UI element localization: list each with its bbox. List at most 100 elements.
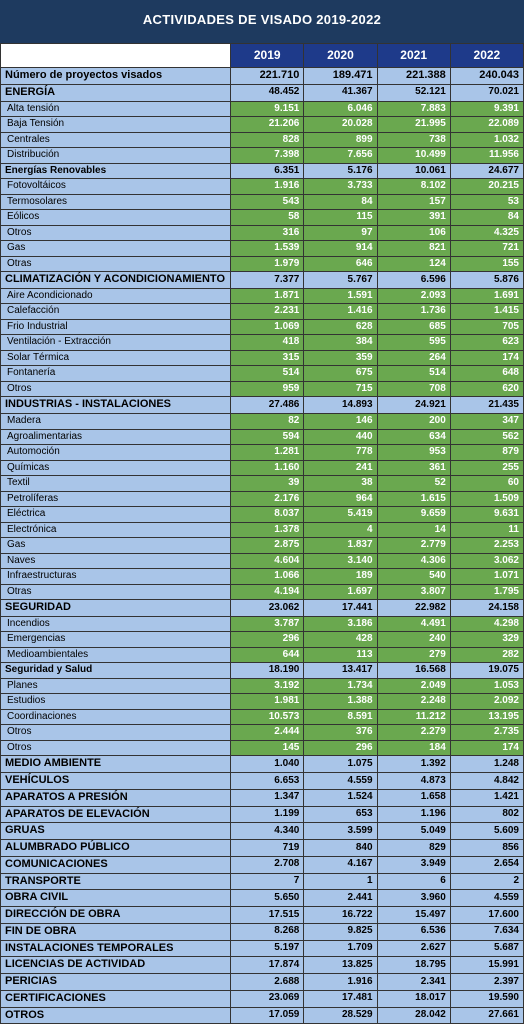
year-2022: 2022 xyxy=(450,44,523,68)
table-row: Incendios3.7873.1864.4914.298 xyxy=(1,616,524,632)
row-value: 953 xyxy=(377,445,450,461)
table-row: Eléctrica8.0375.4199.6599.631 xyxy=(1,507,524,523)
row-value: 7.398 xyxy=(231,148,304,164)
row-value: 840 xyxy=(304,840,377,857)
table-row: OTROS17.05928.52928.04227.661 xyxy=(1,1007,524,1024)
row-value: 440 xyxy=(304,429,377,445)
row-value: 347 xyxy=(450,414,523,430)
row-value: 778 xyxy=(304,445,377,461)
row-value: 146 xyxy=(304,414,377,430)
row-value: 3.140 xyxy=(304,553,377,569)
row-value: 2.875 xyxy=(231,538,304,554)
row-label: INDUSTRIAS - INSTALACIONES xyxy=(1,397,231,414)
row-value: 145 xyxy=(231,740,304,756)
row-value: 18.795 xyxy=(377,957,450,974)
table-row: SEGURIDAD23.06217.44122.98224.158 xyxy=(1,600,524,617)
row-value: 1.837 xyxy=(304,538,377,554)
table-row: Coordinaciones10.5738.59111.21213.195 xyxy=(1,709,524,725)
table-row: Automoción1.281778953879 xyxy=(1,445,524,461)
row-value: 628 xyxy=(304,319,377,335)
row-label: Naves xyxy=(1,553,231,569)
table-row: Distribución7.3987.65610.49911.956 xyxy=(1,148,524,164)
row-value: 1.160 xyxy=(231,460,304,476)
table-row: Petrolíferas2.1769641.6151.509 xyxy=(1,491,524,507)
row-value: 428 xyxy=(304,632,377,648)
row-label: Otros xyxy=(1,381,231,397)
row-label: FIN DE OBRA xyxy=(1,923,231,940)
row-label: Madera xyxy=(1,414,231,430)
row-value: 3.949 xyxy=(377,856,450,873)
row-value: 738 xyxy=(377,132,450,148)
table-row: Centrales8288997381.032 xyxy=(1,132,524,148)
table-row: CERTIFICACIONES23.06917.48118.01719.590 xyxy=(1,990,524,1007)
row-label: CERTIFICACIONES xyxy=(1,990,231,1007)
row-label: APARATOS A PRESIÓN xyxy=(1,789,231,806)
row-value: 58 xyxy=(231,210,304,226)
row-value: 17.059 xyxy=(231,1007,304,1024)
table-row: Electrónica1.37841411 xyxy=(1,522,524,538)
row-value: 8.102 xyxy=(377,179,450,195)
row-value: 644 xyxy=(231,647,304,663)
row-value: 21.435 xyxy=(450,397,523,414)
row-value: 21.206 xyxy=(231,117,304,133)
row-value: 2.735 xyxy=(450,725,523,741)
table-row: Fotovoltáicos1.9163.7338.10220.215 xyxy=(1,179,524,195)
row-label: Planes xyxy=(1,678,231,694)
row-value: 174 xyxy=(450,350,523,366)
table-row: Seguridad y Salud18.19013.41716.56819.07… xyxy=(1,663,524,679)
table-row: Gas2.8751.8372.7792.253 xyxy=(1,538,524,554)
row-value: 719 xyxy=(231,840,304,857)
row-value: 255 xyxy=(450,460,523,476)
row-value: 376 xyxy=(304,725,377,741)
row-value: 7.883 xyxy=(377,101,450,117)
row-value: 23.062 xyxy=(231,600,304,617)
row-label: Gas xyxy=(1,538,231,554)
table-row: LICENCIAS DE ACTIVIDAD17.87413.82518.795… xyxy=(1,957,524,974)
row-label: Seguridad y Salud xyxy=(1,663,231,679)
row-value: 5.609 xyxy=(450,823,523,840)
row-value: 17.600 xyxy=(450,907,523,924)
row-value: 3.062 xyxy=(450,553,523,569)
row-value: 1.734 xyxy=(304,678,377,694)
row-value: 2.397 xyxy=(450,974,523,991)
row-value: 828 xyxy=(231,132,304,148)
row-label: Otras xyxy=(1,584,231,600)
row-value: 2.441 xyxy=(304,890,377,907)
row-label: OBRA CIVIL xyxy=(1,890,231,907)
table-row: Alta tensión9.1516.0467.8839.391 xyxy=(1,101,524,117)
row-value: 13.195 xyxy=(450,709,523,725)
table-row: PERICIAS2.6881.9162.3412.397 xyxy=(1,974,524,991)
row-value: 821 xyxy=(377,241,450,257)
row-value: 4.559 xyxy=(304,773,377,790)
row-value: 70.021 xyxy=(450,84,523,101)
table-row: Termosolares5438415753 xyxy=(1,194,524,210)
row-value: 646 xyxy=(304,256,377,272)
row-value: 1.392 xyxy=(377,756,450,773)
row-value: 28.042 xyxy=(377,1007,450,1024)
table-row: INDUSTRIAS - INSTALACIONES27.48614.89324… xyxy=(1,397,524,414)
year-2021: 2021 xyxy=(377,44,450,68)
row-value: 540 xyxy=(377,569,450,585)
row-value: 1.032 xyxy=(450,132,523,148)
row-value: 7.377 xyxy=(231,272,304,289)
table-row: APARATOS A PRESIÓN1.3471.5241.6581.421 xyxy=(1,789,524,806)
row-value: 1.539 xyxy=(231,241,304,257)
row-value: 384 xyxy=(304,335,377,351)
row-value: 914 xyxy=(304,241,377,257)
row-value: 1.697 xyxy=(304,584,377,600)
row-value: 543 xyxy=(231,194,304,210)
row-value: 2.627 xyxy=(377,940,450,957)
row-label: Energías Renovables xyxy=(1,163,231,179)
row-value: 685 xyxy=(377,319,450,335)
page-title: ACTIVIDADES DE VISADO 2019-2022 xyxy=(0,0,524,43)
row-value: 5.049 xyxy=(377,823,450,840)
row-value: 5.767 xyxy=(304,272,377,289)
table-row: Infraestructuras1.0661895401.071 xyxy=(1,569,524,585)
row-label: Coordinaciones xyxy=(1,709,231,725)
year-2019: 2019 xyxy=(231,44,304,68)
table-row: INSTALACIONES TEMPORALES5.1971.7092.6275… xyxy=(1,940,524,957)
row-value: 20.215 xyxy=(450,179,523,195)
row-value: 1.979 xyxy=(231,256,304,272)
row-value: 964 xyxy=(304,491,377,507)
row-value: 19.075 xyxy=(450,663,523,679)
